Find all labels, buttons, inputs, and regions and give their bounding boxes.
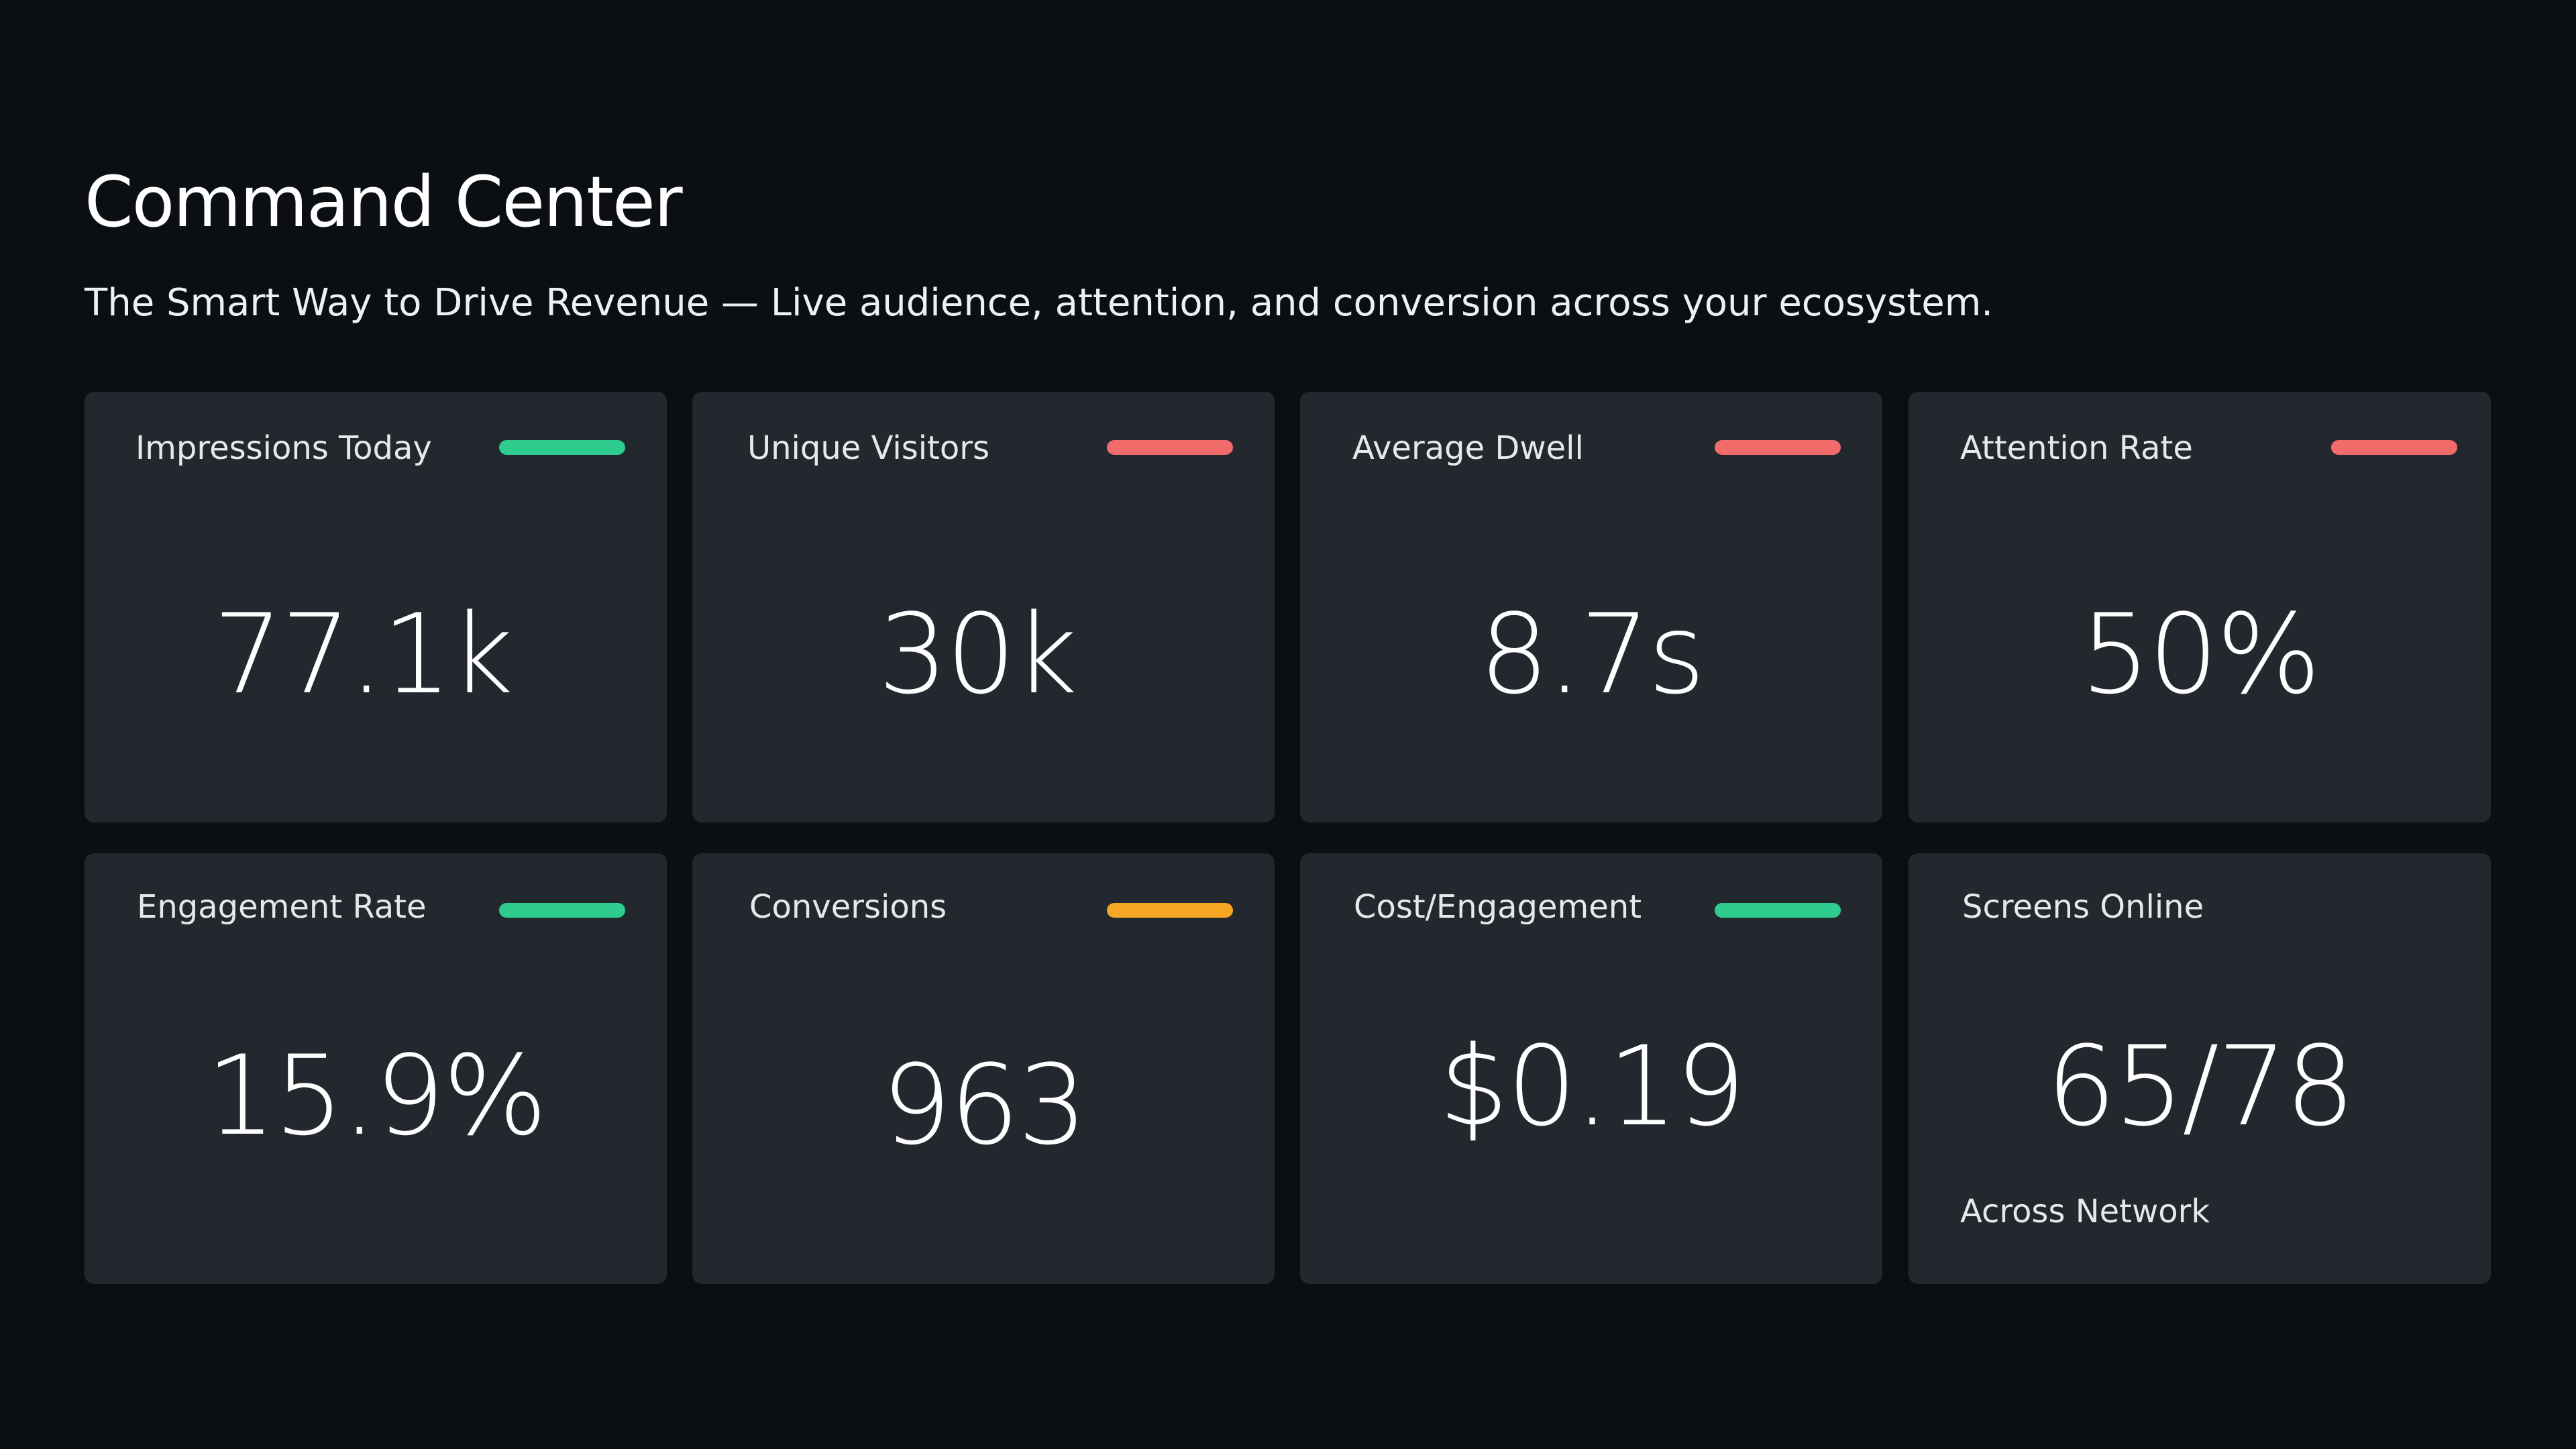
metric-value: $0.19 [1438,1022,1746,1150]
trend-indicator [2331,440,2457,455]
metric-label: Engagement Rate [137,888,427,926]
page-title: Command Center [85,161,683,243]
metric-card-screens-online[interactable]: Screens Online 65/78 Across Network [1909,853,2491,1284]
metric-label: Screens Online [1962,888,2204,926]
metric-label: Average Dwell [1352,429,1584,467]
trend-indicator [1715,440,1841,455]
metric-value: 963 [881,1041,1087,1169]
metric-sublabel: Across Network [1960,1193,2210,1230]
metric-value: 30k [877,590,1078,718]
metric-card-conversions[interactable]: Conversions 963 [692,853,1275,1284]
metric-label: Cost/Engagement [1354,888,1642,926]
metric-label: Conversions [749,888,947,926]
metric-card-average-dwell[interactable]: Average Dwell 8.7s [1300,392,1882,822]
metric-value: 65/78 [2046,1022,2355,1150]
trend-indicator [1715,903,1841,918]
metric-card-cost-per-engagement[interactable]: Cost/Engagement $0.19 [1300,853,1882,1284]
metric-value: 15.9% [206,1032,547,1160]
metric-label: Attention Rate [1960,429,2193,467]
metric-card-unique-visitors[interactable]: Unique Visitors 30k [692,392,1275,822]
page-subtitle: The Smart Way to Drive Revenue — Live au… [85,281,1994,325]
trend-indicator [499,440,625,455]
metric-card-attention-rate[interactable]: Attention Rate 50% [1909,392,2491,822]
metric-card-engagement-rate[interactable]: Engagement Rate 15.9% [85,853,667,1284]
trend-indicator [1107,903,1233,918]
metric-value: 77.1k [213,590,513,718]
metric-value: 50% [2080,590,2321,718]
trend-indicator [499,903,625,918]
metric-value: 8.7s [1479,590,1705,718]
trend-indicator [1107,440,1233,455]
metric-card-impressions-today[interactable]: Impressions Today 77.1k [85,392,667,822]
metric-label: Unique Visitors [747,429,989,467]
metric-label: Impressions Today [136,429,432,467]
